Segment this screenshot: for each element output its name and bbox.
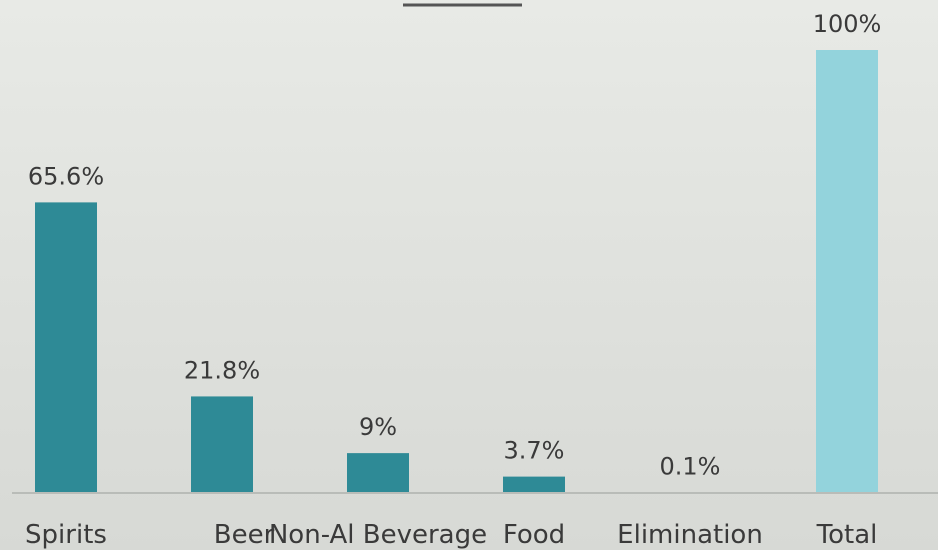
category-label-elimination: Elimination: [617, 520, 763, 550]
bar-total: [816, 50, 878, 493]
category-label-beer: Beer: [214, 520, 275, 550]
data-label-beer: 21.8%: [184, 356, 260, 384]
data-labels-group: 65.6% 21.8% 9% 3.7% 0.1% 100%: [28, 10, 881, 481]
bar-non-al-beverage: [347, 453, 409, 493]
category-label-non-al-beverage: Non-Al Beverage: [269, 520, 487, 550]
bar-food: [503, 476, 565, 493]
data-label-spirits: 65.6%: [28, 162, 104, 190]
data-label-elimination: 0.1%: [660, 453, 721, 481]
bar-spirits: [35, 202, 97, 493]
data-label-food: 3.7%: [504, 437, 565, 465]
data-label-non-al-beverage: 9%: [359, 413, 397, 441]
category-label-total: Total: [816, 520, 878, 550]
data-label-total: 100%: [813, 10, 882, 38]
bars-group: [35, 50, 878, 493]
category-label-food: Food: [503, 520, 565, 550]
bar-beer: [191, 396, 253, 493]
category-label-spirits: Spirits: [25, 520, 107, 550]
